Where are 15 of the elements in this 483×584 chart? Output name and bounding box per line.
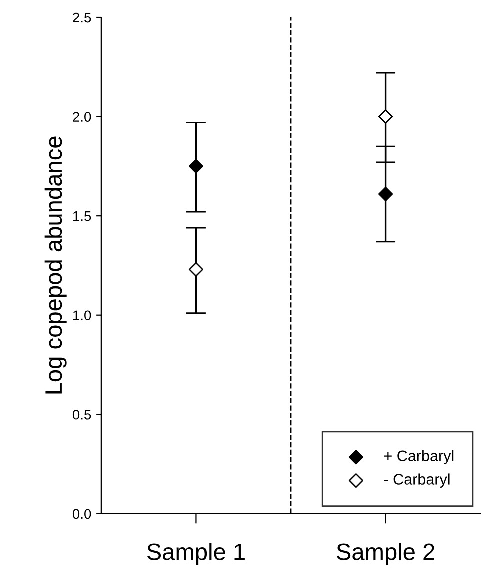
y-tick-label: 1.0 [73, 310, 92, 321]
y-tick-label: 1.5 [73, 212, 92, 222]
y-tick-label: 2.5 [73, 12, 92, 23]
y-axis-title: Log copepod abundance [44, 136, 67, 394]
point [188, 159, 204, 174]
point [378, 110, 394, 124]
x-tick-label: Sample 1 [147, 543, 245, 566]
x-tick-label: Sample 2 [337, 543, 434, 566]
point [188, 262, 204, 277]
y-tick-label: 0.5 [72, 410, 92, 420]
y-tick-label: 2.0 [73, 112, 92, 122]
point [378, 186, 394, 202]
y-tick-label: 0.0 [72, 509, 92, 520]
legend-label: - Carbaryl [384, 474, 450, 488]
legend-label: + Carbaryl [384, 450, 454, 465]
